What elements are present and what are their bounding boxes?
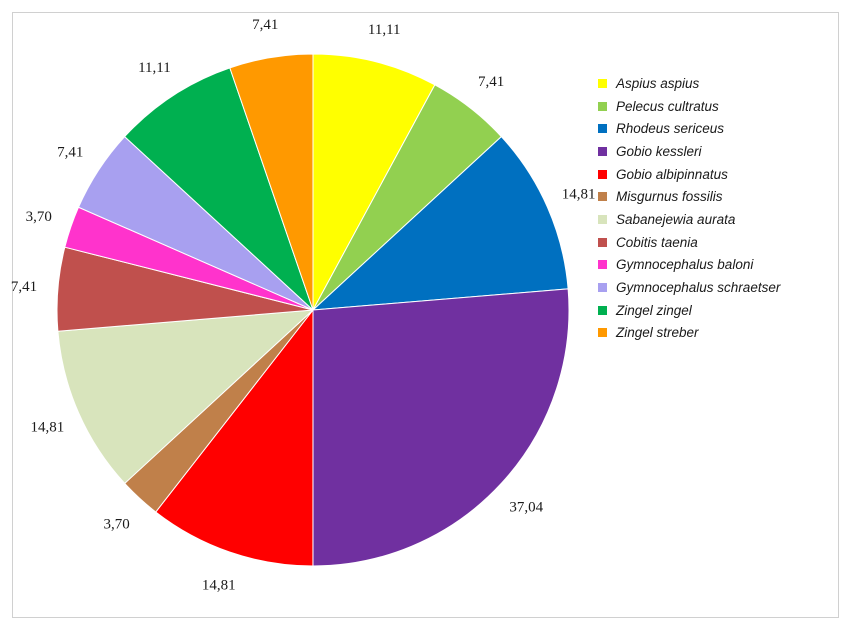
legend-swatch xyxy=(598,169,607,179)
slice-value-label: 7,41 xyxy=(11,279,37,295)
legend-label: Zingel streber xyxy=(616,325,699,341)
slice-value-label: 14,81 xyxy=(31,420,65,436)
legend-item: Gymnocephalus schraetser xyxy=(598,276,843,299)
slice-value-label: 11,11 xyxy=(138,60,171,76)
pie-data-labels: 11,11 7,41 14,81 37,04 14,81 3,70 14,81 7,41 3,7… xyxy=(11,17,596,593)
legend-label: Rhodeus sericeus xyxy=(616,121,725,137)
legend-swatch xyxy=(598,214,607,224)
legend: Aspius aspius Pelecus cultratus Rhodeus se… xyxy=(598,72,843,344)
legend-label: Gymnocephalus schraetser xyxy=(616,280,781,296)
legend-item: Gymnocephalus baloni xyxy=(598,254,843,277)
legend-label: Sabanejewia aurata xyxy=(616,211,736,227)
legend-swatch xyxy=(598,124,607,134)
pie-slice xyxy=(312,288,570,567)
legend-item: Gobio albipinnatus xyxy=(598,163,843,186)
legend-item: Zingel streber xyxy=(598,322,843,345)
legend-item: Rhodeus sericeus xyxy=(598,117,843,140)
legend-swatch xyxy=(598,260,607,270)
pie-slice xyxy=(123,67,314,311)
legend-label: Gobio albipinnatus xyxy=(616,166,728,182)
legend-item: Sabanejewia aurata xyxy=(598,208,843,231)
legend-swatch xyxy=(598,78,607,88)
legend-item: Misgurnus fossilis xyxy=(598,185,843,208)
legend-label: Pelecus cultratus xyxy=(616,98,719,114)
legend-item: Aspius aspius xyxy=(598,72,843,95)
slice-value-label: 11,11 xyxy=(368,22,401,38)
legend-item: Pelecus cultratus xyxy=(598,95,843,118)
legend-swatch xyxy=(598,305,607,315)
slice-value-label: 3,70 xyxy=(26,209,52,225)
pie-slice xyxy=(57,309,315,485)
legend-item: Zingel zingel xyxy=(598,299,843,322)
pie-slice xyxy=(311,135,569,311)
pie-slice xyxy=(155,308,314,567)
legend-swatch xyxy=(598,101,607,111)
legend-swatch xyxy=(598,328,607,338)
slice-value-label: 14,81 xyxy=(562,187,596,203)
slice-value-label: 7,41 xyxy=(57,144,83,160)
legend-swatch xyxy=(598,146,607,156)
slice-value-label: 37,04 xyxy=(509,499,543,515)
legend-swatch xyxy=(598,283,607,293)
legend-item: Gobio kessleri xyxy=(598,140,843,163)
legend-label: Aspius aspius xyxy=(616,75,700,91)
pie-slice xyxy=(229,53,314,311)
slice-value-label: 7,41 xyxy=(252,17,278,33)
legend-swatch xyxy=(598,237,607,247)
legend-label: Zingel zingel xyxy=(616,302,692,318)
legend-swatch xyxy=(598,192,607,202)
legend-label: Misgurnus fossilis xyxy=(616,189,723,205)
legend-label: Cobitis taenia xyxy=(616,234,698,250)
legend-item: Cobitis taenia xyxy=(598,231,843,254)
legend-label: Gymnocephalus baloni xyxy=(616,257,754,273)
slice-value-label: 7,41 xyxy=(478,74,504,90)
legend-label: Gobio kessleri xyxy=(616,143,702,159)
pie-slice xyxy=(312,53,436,311)
slice-value-label: 14,81 xyxy=(202,577,236,593)
slice-value-label: 3,70 xyxy=(103,516,129,532)
pie-slices xyxy=(56,53,570,567)
